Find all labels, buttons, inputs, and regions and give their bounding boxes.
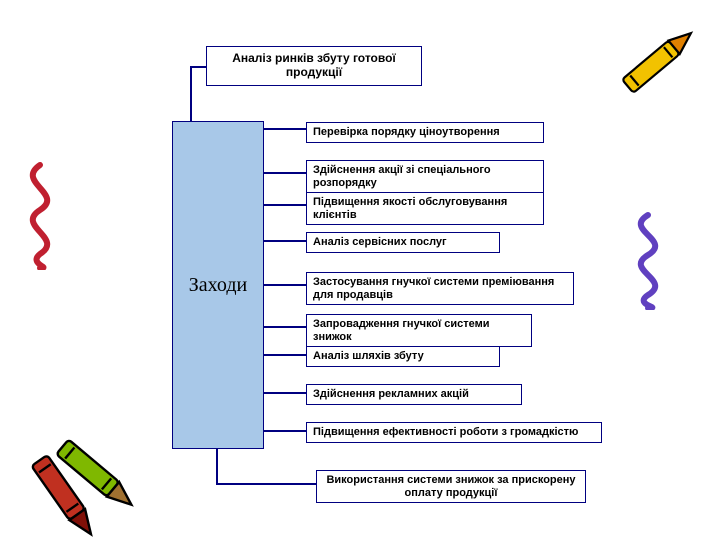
bottom-box-text: Використання системи знижок за прискорен… (323, 474, 579, 499)
right-box-text: Підвищення ефективності роботи з громадк… (313, 426, 578, 438)
right-box: Аналіз шляхів збуту (306, 346, 500, 367)
right-box-text: Здійснення рекламних акцій (313, 388, 469, 400)
right-box: Аналіз сервісних послуг (306, 232, 500, 253)
right-box: Підвищення якості обслуговування клієнті… (306, 192, 544, 225)
top-title-text: Аналіз ринків збуту готової продукції (213, 52, 415, 80)
right-box: Здійснення рекламних акцій (306, 384, 522, 405)
right-box-text: Запровадження гнучкої системи знижок (313, 318, 490, 343)
connector-line (216, 483, 316, 485)
right-box: Підвищення ефективності роботи з громадк… (306, 422, 602, 443)
connector-line (190, 66, 206, 68)
crayon-yellow-icon (598, 10, 708, 120)
connector-line (264, 354, 306, 356)
right-box-text: Аналіз сервісних послуг (313, 236, 447, 248)
right-box-text: Підвищення якості обслуговування клієнті… (313, 196, 507, 221)
top-title-box: Аналіз ринків збуту готової продукції (206, 46, 422, 86)
connector-line (264, 392, 306, 394)
right-box-text: Здійснення акції зі спеціального розпоря… (313, 164, 491, 189)
connector-line (264, 204, 306, 206)
right-box: Перевірка порядку ціноутворення (306, 122, 544, 143)
crayon-red-icon (0, 430, 120, 540)
right-box: Застосування гнучкої системи преміювання… (306, 272, 574, 305)
squiggle-purple-icon (618, 210, 678, 310)
connector-line (264, 172, 306, 174)
connector-line (190, 66, 192, 121)
right-box: Запровадження гнучкої системи знижок (306, 314, 532, 347)
diagram-canvas: Аналіз ринків збуту готової продукції За… (0, 0, 720, 540)
connector-line (264, 326, 306, 328)
right-box: Здійснення акції зі спеціального розпоря… (306, 160, 544, 193)
bottom-box: Використання системи знижок за прискорен… (316, 470, 586, 503)
right-box-text: Перевірка порядку ціноутворення (313, 126, 500, 138)
center-box: Заходи (172, 121, 264, 449)
right-box-text: Аналіз шляхів збуту (313, 350, 424, 362)
center-box-label: Заходи (189, 274, 247, 297)
connector-line (264, 240, 306, 242)
connector-line (264, 284, 306, 286)
right-box-text: Застосування гнучкої системи преміювання… (313, 276, 554, 301)
connector-line (216, 449, 218, 483)
connector-line (264, 128, 306, 130)
squiggle-red-icon (10, 160, 70, 270)
connector-line (264, 430, 306, 432)
